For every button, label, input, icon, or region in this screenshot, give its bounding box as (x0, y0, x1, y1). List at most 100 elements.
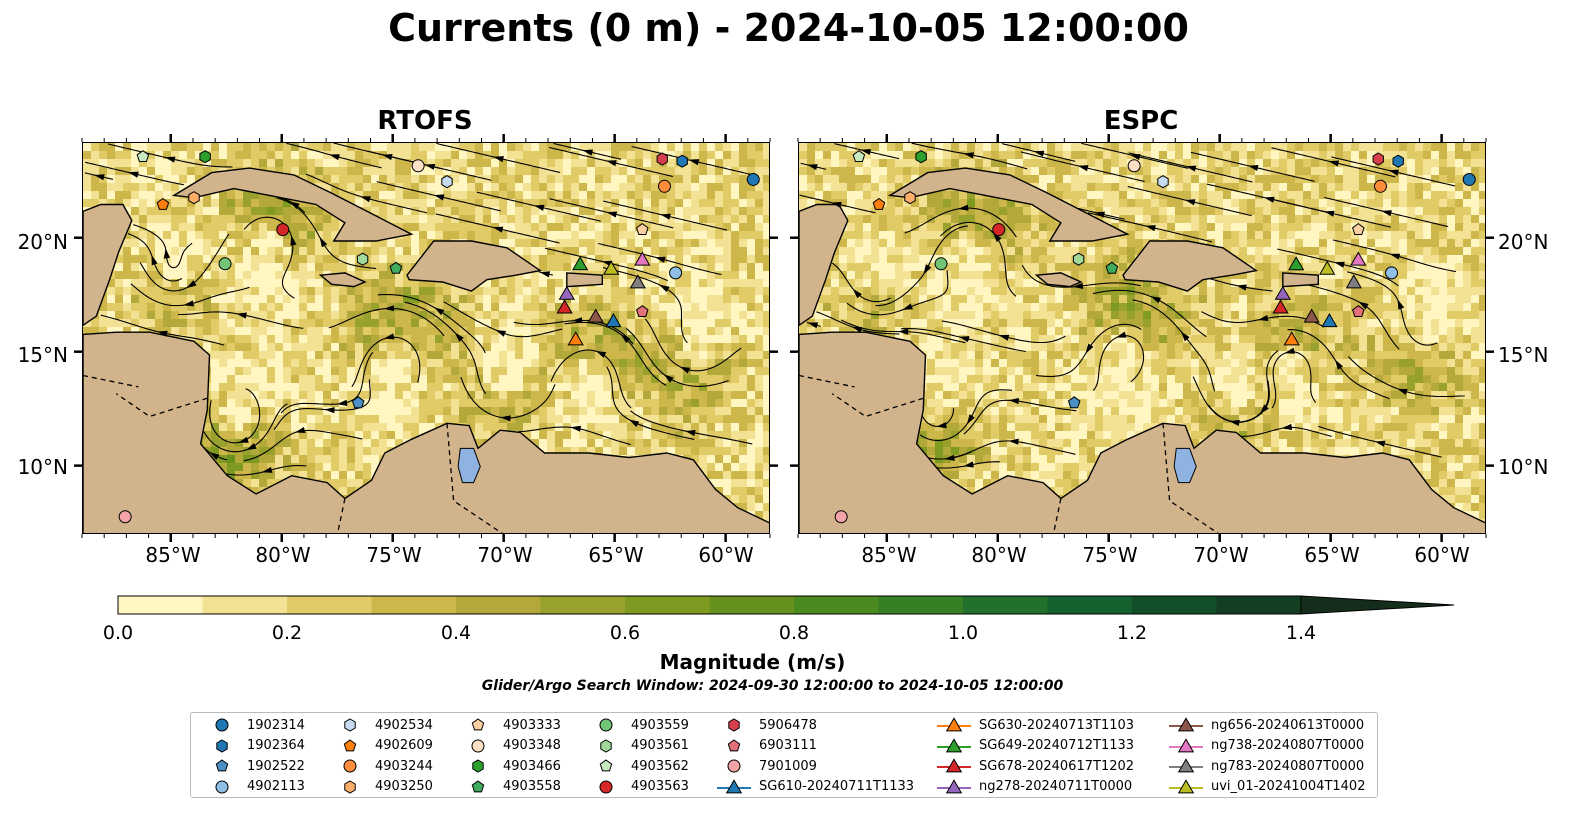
legend-label: 5906478 (759, 717, 817, 733)
lon-tick-label: 85°W (145, 543, 201, 567)
legend-symbol (215, 759, 229, 772)
observation-marker (218, 257, 232, 271)
legend-label: 4902609 (375, 738, 433, 753)
legend-label: SG649-20240712T1133 (979, 738, 1135, 753)
legend-label: 4903250 (375, 779, 433, 794)
colorbar-segment (625, 596, 710, 614)
observation-marker (605, 312, 622, 328)
colorbar-segment (287, 596, 372, 614)
legend-marker (600, 738, 612, 753)
legend-item: 1902314 (203, 715, 305, 735)
observation-marker (1127, 159, 1141, 173)
legend-label: 4903559 (631, 717, 689, 733)
legend-marker (599, 780, 613, 793)
legend-symbol (343, 738, 357, 751)
legend-label: 4903562 (631, 758, 689, 774)
colorbar-segment (371, 596, 457, 614)
legend-symbol (1177, 717, 1195, 732)
observation-marker (852, 150, 866, 162)
current-map-espc (799, 143, 1485, 533)
legend-label: SG630-20240713T1103 (979, 717, 1135, 733)
legend-symbol (1177, 737, 1195, 752)
observation-marker (156, 197, 170, 210)
observation-marker (1319, 260, 1336, 275)
observation-marker (567, 331, 584, 346)
lon-tick-label: 65°W (1304, 543, 1360, 567)
observation-marker (1321, 312, 1338, 328)
observation-marker (1392, 154, 1404, 168)
legend-marker (1169, 778, 1203, 793)
legend-symbol (945, 758, 963, 773)
observation-marker (915, 150, 927, 164)
observation-marker (118, 510, 132, 524)
legend-item: 4903558 (459, 777, 561, 797)
colorbar-segment (794, 596, 879, 614)
observation-marker (656, 152, 668, 166)
legend-marker (937, 737, 971, 752)
legend-item: 4902534 (331, 715, 433, 735)
legend-symbol (215, 780, 229, 793)
legend-item: SG610-20240711T1133 (715, 777, 914, 797)
map-panel-espc[interactable] (798, 142, 1486, 534)
observation-marker (1462, 172, 1476, 186)
observation-marker (1385, 266, 1399, 280)
legend-marker (728, 718, 740, 732)
colorbar (117, 595, 1455, 615)
lat-tick-label: 20°N (1498, 230, 1549, 254)
legend-symbol (727, 759, 741, 773)
observation-marker (188, 191, 200, 205)
legend-symbol (599, 759, 613, 772)
legend-item: 4903466 (459, 756, 561, 776)
observation-marker (556, 299, 573, 314)
lon-tick-label: 75°W (366, 543, 422, 567)
colorbar-segment (1132, 596, 1217, 614)
legend-marker (937, 717, 971, 732)
legend-symbol (600, 738, 612, 753)
legend-label: 7901009 (759, 758, 817, 774)
legend-item: ng783-20240807T0000 (1167, 756, 1364, 776)
lon-tick-label: 60°W (698, 543, 754, 567)
legend-item: ng656-20240613T0000 (1167, 715, 1364, 735)
legend-symbol (472, 759, 484, 773)
legend-symbol (1177, 758, 1195, 773)
legend-symbol (471, 779, 485, 792)
legend-symbol (344, 718, 356, 732)
legend-marker (1169, 758, 1203, 773)
legend-marker (937, 778, 971, 793)
observation-marker (872, 197, 886, 210)
observation-marker (992, 223, 1006, 237)
lon-tick-label: 80°W (971, 543, 1027, 567)
observation-marker (389, 261, 403, 274)
legend-symbol (945, 737, 963, 752)
colorbar-outline (117, 595, 1302, 615)
legend-marker (599, 759, 613, 772)
observation-marker (441, 175, 453, 189)
colorbar-segment (709, 596, 795, 614)
observation-marker (1373, 179, 1387, 193)
observation-marker (1352, 222, 1365, 235)
colorbar-title: Magnitude (m/s) (659, 650, 846, 674)
legend-marker (471, 718, 485, 731)
current-map-rtofs (83, 143, 769, 533)
observation-marker (1105, 261, 1119, 274)
colorbar-tick-label: 0.4 (440, 622, 472, 644)
legend-label: 4903466 (503, 758, 561, 774)
legend: 1902314 1902364 1902522 4902113 4902534 49026… (190, 712, 1378, 798)
observation-marker (1272, 299, 1289, 314)
colorbar-tick-label: 1.0 (947, 622, 979, 644)
map-panel-rtofs[interactable] (82, 142, 770, 534)
legend-marker (727, 759, 741, 773)
legend-label: 4903563 (631, 779, 689, 794)
observation-marker (276, 223, 290, 237)
observation-marker (834, 510, 848, 524)
colorbar-segment (202, 596, 288, 614)
observation-marker (356, 252, 369, 266)
lon-tick-label: 60°W (1414, 543, 1470, 567)
observation-marker (411, 159, 425, 173)
observation-marker (1283, 331, 1300, 346)
legend-label: 4903558 (503, 779, 561, 794)
legend-item: 4903562 (587, 756, 689, 776)
legend-label: 1902522 (247, 758, 305, 774)
observation-marker (1345, 274, 1362, 289)
legend-item: SG630-20240713T1103 (935, 715, 1134, 735)
